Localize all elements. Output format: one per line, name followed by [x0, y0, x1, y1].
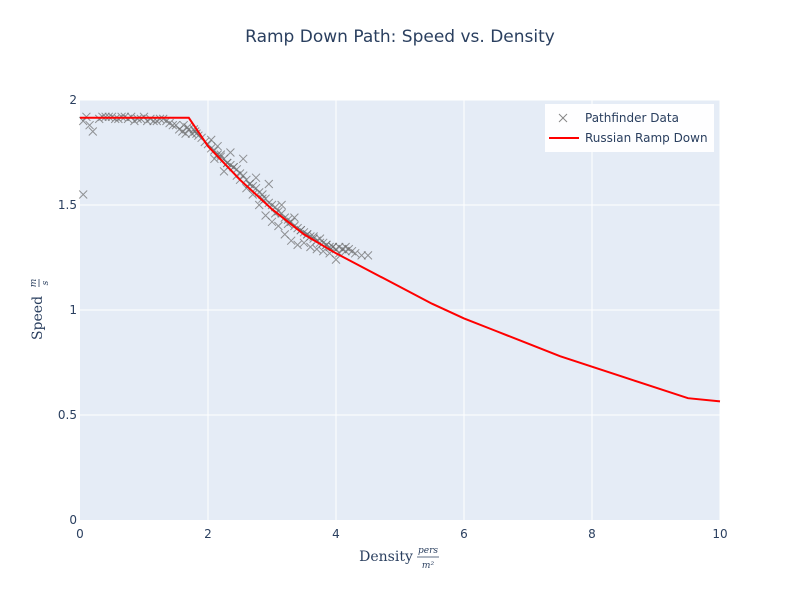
- scatter-point: [299, 238, 309, 248]
- scatter-point: [85, 120, 94, 130]
- y-axis-ticks: 0 0.5 1 1.5 2: [58, 93, 77, 527]
- scatter-point: [123, 114, 133, 124]
- scatter-point: [206, 135, 216, 145]
- scatter-point: [267, 217, 277, 227]
- x-tick-label: 2: [204, 527, 212, 541]
- scatter-point: [258, 194, 267, 204]
- scatter-point: [248, 190, 258, 199]
- x-marker-icon: [558, 113, 568, 123]
- x-axis-label: Density: [359, 549, 413, 565]
- scatter-point: [286, 236, 296, 246]
- x-tick-label: 6: [460, 527, 468, 541]
- legend: Pathfinder Data Russian Ramp Down: [545, 104, 714, 152]
- x-tick-label: 0: [76, 527, 84, 541]
- scatter-point: [226, 148, 235, 157]
- scatter-point: [183, 122, 192, 132]
- x-axis-unit-denominator: m²: [422, 561, 435, 571]
- legend-item-pathfinder-data[interactable]: Pathfinder Data: [558, 111, 679, 125]
- scatter-point: [192, 129, 201, 138]
- scatter-point: [350, 248, 360, 258]
- scatter-point: [168, 120, 178, 130]
- y-tick-label: 2: [69, 93, 77, 107]
- scatter-point: [189, 125, 199, 134]
- scatter-point: [254, 200, 264, 210]
- legend-box: [545, 104, 714, 152]
- x-axis-ticks: 0 2 4 6 8 10: [76, 527, 727, 541]
- y-axis-title: Speed m s: [29, 279, 51, 340]
- chart-title: Ramp Down Path: Speed vs. Density: [245, 27, 555, 47]
- legend-label-pathfinder-data: Pathfinder Data: [585, 111, 679, 125]
- scatter-point: [357, 251, 366, 260]
- gridlines: [80, 99, 721, 520]
- legend-label-russian-ramp-down: Russian Ramp Down: [585, 131, 708, 145]
- x-tick-label: 8: [588, 527, 596, 541]
- scatter-point: [363, 251, 373, 260]
- y-axis-label: Speed: [30, 296, 46, 340]
- scatter-point: [219, 167, 229, 176]
- series-line-russian-ramp-down: [80, 116, 721, 403]
- scatter-point: [88, 127, 98, 136]
- y-tick-label: 0: [69, 513, 77, 527]
- scatter-point: [264, 179, 274, 189]
- scatter-point: [293, 240, 302, 250]
- y-axis-unit-numerator: m: [29, 279, 39, 288]
- y-axis-unit-denominator: s: [41, 280, 51, 285]
- scatter-point: [222, 158, 232, 168]
- scatter-point: [136, 114, 146, 124]
- y-tick-label: 1.5: [58, 198, 77, 212]
- scatter-point: [238, 154, 248, 164]
- scatter-point: [283, 219, 293, 229]
- scatter-point: [110, 114, 120, 124]
- scatter-point: [238, 171, 248, 180]
- legend-item-russian-ramp-down[interactable]: Russian Ramp Down: [549, 131, 708, 145]
- scatter-point: [331, 255, 341, 264]
- y-tick-label: 1: [69, 303, 77, 317]
- scatter-point: [318, 246, 328, 256]
- scatter-point: [78, 190, 88, 199]
- x-axis-unit-numerator: pers: [418, 546, 438, 556]
- scatter-point: [181, 129, 190, 138]
- scatter-point: [322, 240, 331, 250]
- scatter-point: [312, 244, 322, 254]
- scatter-point: [277, 200, 286, 210]
- scatter-point: [274, 221, 283, 231]
- y-tick-label: 0.5: [58, 408, 77, 422]
- x-tick-label: 10: [712, 527, 727, 541]
- scatter-point: [306, 242, 315, 252]
- x-axis-title: Density pers m²: [359, 546, 439, 571]
- x-tick-label: 4: [332, 527, 340, 541]
- scatter-point: [155, 114, 165, 124]
